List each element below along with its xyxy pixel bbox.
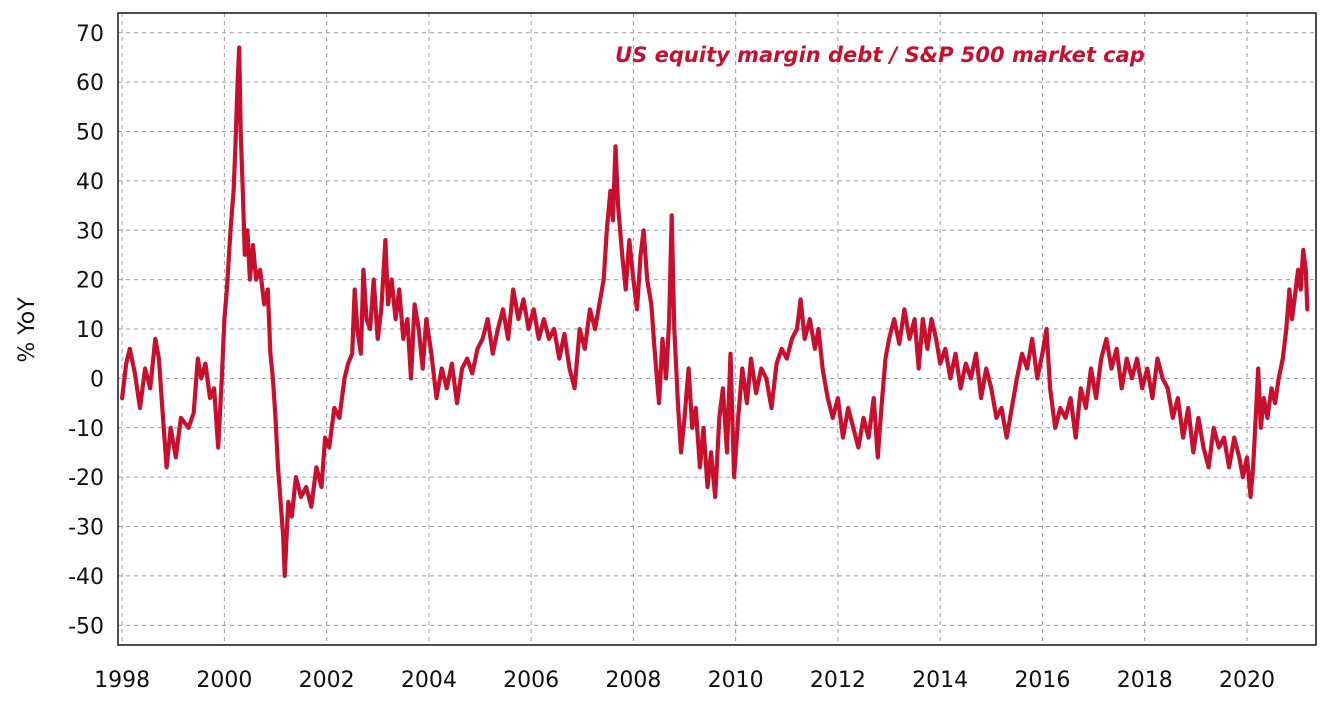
y-tick-label: -20 <box>68 466 104 491</box>
x-tick-label: 2004 <box>401 668 457 693</box>
y-tick-label: -30 <box>68 516 104 541</box>
y-tick-label: 0 <box>90 367 104 392</box>
y-tick-label: -40 <box>68 565 104 590</box>
y-tick-label: 40 <box>76 170 104 195</box>
x-axis-ticks: 1998 2000 2002 2004 2006 2008 2010 2012 2014 2016… <box>94 668 1275 693</box>
series-line <box>120 45 1310 578</box>
x-tick-label: 1998 <box>94 668 150 693</box>
x-tick-label: 2016 <box>1014 668 1070 693</box>
x-tick-label: 2008 <box>605 668 661 693</box>
y-axis-ticks: 70 60 50 40 30 20 10 0 -10 -20 -30 -40 -50 <box>68 22 104 640</box>
y-tick-label: 70 <box>76 22 104 47</box>
plot-frame <box>117 12 1317 646</box>
y-tick-label: 20 <box>76 269 104 294</box>
chart-title: US equity margin debt / S&P 500 market c… <box>615 43 1145 67</box>
y-tick-label: -50 <box>68 614 104 639</box>
y-tick-label: 30 <box>76 219 104 244</box>
gridlines <box>118 13 1316 645</box>
y-tick-label: -10 <box>68 417 104 442</box>
x-tick-label: 2012 <box>810 668 866 693</box>
x-tick-label: 2010 <box>708 668 764 693</box>
series-area <box>120 45 1310 578</box>
x-tick-label: 2014 <box>912 668 968 693</box>
y-axis-title: % YoY <box>15 297 40 363</box>
y-tick-label: 10 <box>76 318 104 343</box>
x-tick-label: 2000 <box>196 668 252 693</box>
x-tick-label: 2002 <box>299 668 355 693</box>
x-tick-label: 2020 <box>1219 668 1275 693</box>
x-tick-label: 2006 <box>503 668 559 693</box>
y-tick-label: 50 <box>76 121 104 146</box>
y-tick-label: 60 <box>76 71 104 96</box>
x-tick-label: 2018 <box>1117 668 1173 693</box>
